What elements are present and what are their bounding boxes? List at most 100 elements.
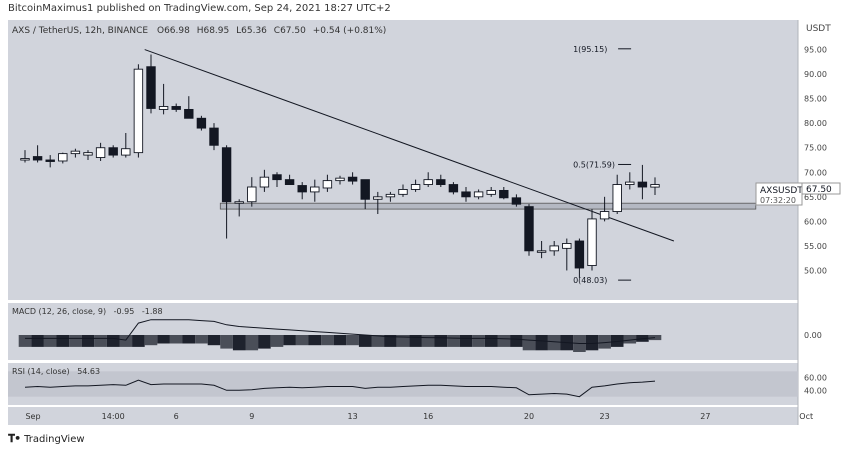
- candle-down: [574, 240, 585, 269]
- candle-up: [410, 184, 421, 190]
- rsi-tick-label: 40.00: [804, 386, 827, 395]
- macd-histogram-bar: [421, 335, 435, 347]
- x-tick-label: Oct: [799, 412, 813, 421]
- macd-histogram-bar: [396, 335, 410, 347]
- macd-histogram-bar: [245, 335, 259, 351]
- candle-up: [234, 201, 244, 204]
- candle-down: [448, 184, 459, 193]
- macd-histogram-bar: [283, 335, 296, 346]
- candle-down: [284, 179, 295, 185]
- macd-histogram-bar: [43, 335, 57, 347]
- y-tick-label: 50.00: [804, 266, 827, 275]
- macd-histogram-bar: [409, 335, 422, 347]
- macd-histogram-bar: [69, 335, 82, 347]
- candle-down: [511, 197, 522, 205]
- candle-down: [196, 117, 207, 129]
- rsi-band: [8, 371, 798, 397]
- candle-down: [209, 127, 219, 146]
- price-tag-price: 67.50: [806, 185, 832, 195]
- macd-histogram-bar: [106, 335, 120, 347]
- macd-histogram-bar: [358, 335, 372, 347]
- y-tick-label: 85.00: [804, 95, 827, 104]
- candle-up: [95, 147, 106, 158]
- candle-down: [146, 66, 156, 109]
- macd-histogram-bar: [119, 335, 133, 347]
- macd-histogram-bar: [547, 335, 561, 351]
- x-tick-label: 27: [700, 412, 710, 421]
- fib-level-label: 0(48.03): [573, 276, 607, 285]
- candle-up: [322, 180, 333, 189]
- macd-histogram-bar: [144, 335, 158, 346]
- candle-down: [637, 181, 648, 188]
- macd-histogram-bar: [522, 335, 536, 351]
- candle-up: [83, 152, 93, 156]
- candle-down: [297, 185, 307, 193]
- macd-histogram-bar: [510, 335, 523, 347]
- macd-histogram-bar: [182, 335, 196, 344]
- macd-histogram-bar: [56, 335, 70, 347]
- macd-histogram-bar: [31, 335, 44, 347]
- tradingview-logo-icon: 𝐓•: [8, 432, 21, 445]
- main-price-panel[interactable]: [8, 20, 798, 300]
- macd-histogram-bar: [258, 335, 271, 349]
- candle-down: [184, 108, 194, 119]
- macd-histogram-bar: [459, 335, 473, 347]
- macd-histogram-bar: [346, 335, 359, 346]
- candle-up: [58, 153, 68, 162]
- macd-histogram-bar: [81, 335, 95, 347]
- candle-up: [423, 179, 433, 185]
- candle-up: [650, 184, 660, 188]
- candle-up: [536, 250, 547, 253]
- candle-up: [121, 148, 131, 156]
- macd-histogram-bar: [207, 335, 221, 346]
- y-tick-label: 60.00: [804, 217, 827, 226]
- y-tick-label: 95.00: [804, 46, 827, 55]
- macd-panel[interactable]: [8, 303, 798, 360]
- candle-up: [373, 196, 383, 200]
- macd-histogram-bar: [295, 335, 309, 346]
- x-tick-label: Sep: [25, 412, 40, 421]
- macd-histogram-bar: [371, 335, 385, 347]
- macd-histogram-bar: [484, 335, 498, 347]
- candle-up: [486, 189, 496, 195]
- candle-down: [436, 179, 446, 185]
- descending-trendline: [144, 49, 675, 242]
- candle-down: [461, 191, 471, 198]
- candle-up: [20, 158, 30, 161]
- price-tag-countdown: 07:32:20: [760, 196, 796, 205]
- candle-up: [599, 211, 610, 220]
- candle-down: [360, 179, 370, 200]
- candle-up: [259, 176, 270, 188]
- macd-histogram-bar: [472, 335, 485, 347]
- candle-up: [549, 245, 559, 252]
- rsi-line: [24, 379, 656, 398]
- macd-histogram-bar: [447, 335, 460, 347]
- macd-histogram-bar: [535, 335, 548, 351]
- fib-level-label: 0.5(71.59): [573, 160, 615, 169]
- price-tag-symbol: AXSUSDT: [760, 186, 803, 196]
- y-tick-label: 70.00: [804, 168, 827, 177]
- publisher-header: BitcoinMaximus1 published on TradingView…: [8, 3, 391, 14]
- macd-histogram-bar: [623, 335, 637, 344]
- candle-down: [171, 106, 181, 110]
- tradingview-brand: TradingView: [24, 433, 85, 445]
- rsi-legend: RSI (14, close) 54.63: [12, 367, 100, 376]
- macd-histogram-bar: [585, 335, 599, 351]
- fib-level-label: 1(95.15): [573, 45, 607, 54]
- candle-up: [310, 186, 320, 193]
- macd-histogram-bar: [497, 335, 511, 347]
- time-axis[interactable]: [8, 407, 798, 425]
- macd-histogram-bar: [648, 335, 662, 341]
- candle-up: [562, 243, 572, 249]
- y-tick-label: 80.00: [804, 119, 827, 128]
- macd-histogram-bar: [434, 335, 448, 347]
- tradingview-footer[interactable]: 𝐓• TradingView: [8, 432, 85, 446]
- x-tick-label: 6: [174, 412, 179, 421]
- macd-histogram-bar: [270, 335, 284, 347]
- candle-up: [70, 150, 81, 155]
- macd-histogram-bar: [220, 335, 233, 349]
- x-tick-label: 23: [600, 412, 610, 421]
- candle-down: [499, 189, 509, 199]
- macd-histogram-bar: [232, 335, 246, 351]
